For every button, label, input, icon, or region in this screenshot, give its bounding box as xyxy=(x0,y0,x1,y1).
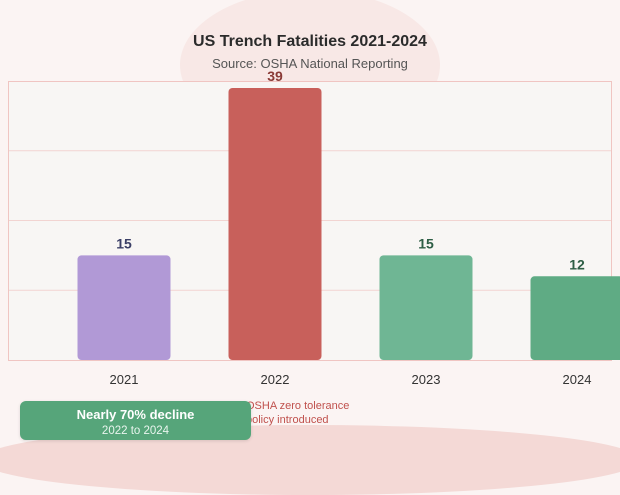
x-tick-label-2024: 2024 xyxy=(563,372,592,387)
data-label-2021: 15 xyxy=(116,235,132,251)
annotation-line-2: policy introduced xyxy=(246,413,349,427)
bar-2021 xyxy=(78,255,171,360)
policy-annotation: OSHA zero tolerance policy introduced xyxy=(246,399,349,427)
bar-2023 xyxy=(380,255,473,360)
data-label-2022: 39 xyxy=(267,68,283,84)
data-label-2024: 12 xyxy=(569,256,585,272)
bar-2022 xyxy=(229,88,322,360)
callout-subtitle: 2022 to 2024 xyxy=(20,425,251,437)
callout-title: Nearly 70% decline xyxy=(20,407,251,422)
bar-chart: 15 2021 39 2022 15 2023 12 2024 xyxy=(0,0,620,465)
x-tick-label-2022: 2022 xyxy=(261,372,290,387)
annotation-line-1: OSHA zero tolerance xyxy=(246,399,349,413)
x-tick-label-2023: 2023 xyxy=(412,372,441,387)
bar-2024 xyxy=(531,276,620,360)
decline-callout: Nearly 70% decline 2022 to 2024 xyxy=(20,401,251,440)
x-tick-label-2021: 2021 xyxy=(110,372,139,387)
data-label-2023: 15 xyxy=(418,235,434,251)
